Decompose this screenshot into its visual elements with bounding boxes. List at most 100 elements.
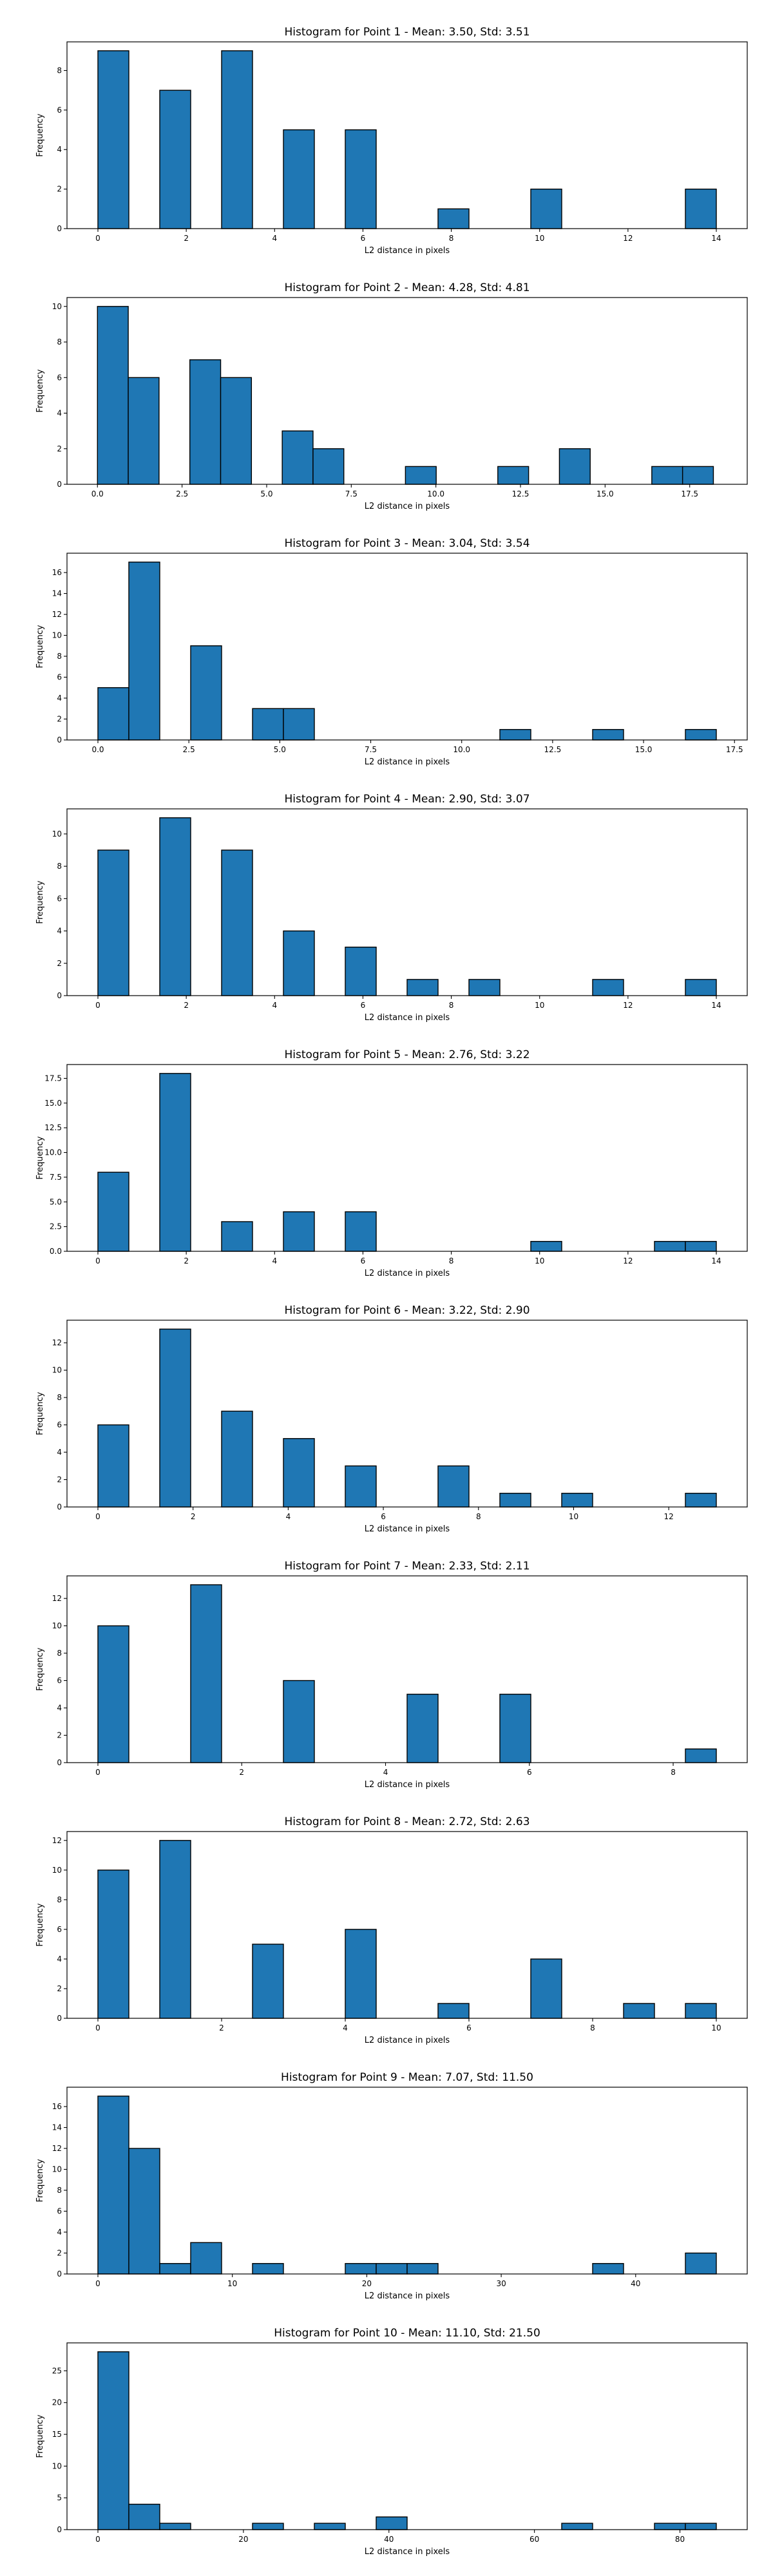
x-tick-label: 2 <box>184 1001 189 1010</box>
x-tick-label: 15.0 <box>635 745 653 754</box>
y-tick-label: 10 <box>52 1366 62 1375</box>
y-axis-label: Frequency <box>35 625 45 668</box>
y-tick-label: 2 <box>57 185 62 194</box>
y-tick-label: 10.0 <box>44 1148 62 1157</box>
histogram-bar <box>499 1493 531 1508</box>
y-tick-label: 7.5 <box>50 1173 62 1182</box>
histogram-bar <box>283 930 315 996</box>
x-tick-label: 12 <box>623 1256 633 1265</box>
chart-title: Histogram for Point 1 - Mean: 3.50, Std:… <box>284 26 530 39</box>
x-tick-label: 40 <box>384 2535 394 2544</box>
x-tick-label: 6 <box>361 1001 366 1010</box>
x-tick-label: 6 <box>527 1768 532 1777</box>
y-tick-label: 20 <box>52 2398 62 2407</box>
x-tick-label: 2 <box>191 1512 196 1521</box>
x-axis-label: L2 distance in pixels <box>365 2547 450 2557</box>
x-tick-label: 6 <box>381 1512 386 1521</box>
histogram-bar <box>252 1944 284 2019</box>
y-axis-label: Frequency <box>35 1136 45 1179</box>
histogram-panel-10: Histogram for Point 10 - Mean: 11.10, St… <box>35 2327 748 2557</box>
y-tick-label: 2 <box>57 2249 62 2258</box>
x-axis-label: L2 distance in pixels <box>365 1524 450 1534</box>
histogram-bar <box>376 2516 408 2530</box>
histogram-bar <box>252 2523 284 2530</box>
x-tick-label: 10.0 <box>453 745 470 754</box>
histogram-bar <box>685 1240 717 1252</box>
chart-title: Histogram for Point 10 - Mean: 11.10, St… <box>274 2327 540 2340</box>
y-tick-label: 5 <box>57 2494 62 2503</box>
x-tick-label: 0 <box>95 2535 100 2544</box>
histogram-bar <box>283 1438 315 1508</box>
histogram-panel-7: Histogram for Point 7 - Mean: 2.33, Std:… <box>35 1560 748 1790</box>
histogram-bar <box>530 188 562 229</box>
x-tick-label: 2.5 <box>183 745 195 754</box>
y-tick-label: 17.5 <box>44 1074 62 1083</box>
histogram-bar <box>406 1694 439 1763</box>
x-axis-label: L2 distance in pixels <box>365 1269 450 1278</box>
histogram-bar <box>128 562 160 741</box>
chart-title: Histogram for Point 6 - Mean: 3.22, Std:… <box>284 1304 530 1317</box>
x-axis-label: L2 distance in pixels <box>365 757 450 767</box>
x-tick-label: 12 <box>623 234 633 243</box>
histogram-bar <box>283 1211 315 1252</box>
histogram-panel-4: Histogram for Point 4 - Mean: 2.90, Std:… <box>35 793 748 1023</box>
axes-frame <box>66 1575 748 1763</box>
y-tick-label: 0.0 <box>50 1247 62 1256</box>
x-axis-label: L2 distance in pixels <box>365 1013 450 1023</box>
x-tick-label: 4 <box>343 2023 348 2032</box>
x-tick-label: 2 <box>219 2023 224 2032</box>
x-tick-label: 0.0 <box>91 745 104 754</box>
histogram-bar <box>685 1748 717 1763</box>
histogram-bar <box>97 1625 129 1763</box>
x-axis-label: L2 distance in pixels <box>365 2036 450 2045</box>
y-tick-label: 6 <box>57 1421 62 1430</box>
y-tick-label: 2 <box>57 1475 62 1484</box>
histogram-bar <box>561 1493 593 1508</box>
histogram-bar <box>406 2263 439 2275</box>
axes-frame <box>66 2342 748 2530</box>
y-tick-label: 2 <box>57 1731 62 1740</box>
histogram-panel-1: Histogram for Point 1 - Mean: 3.50, Std:… <box>35 26 748 256</box>
x-tick-label: 10 <box>535 234 544 243</box>
y-tick-label: 4 <box>57 1448 62 1457</box>
histogram-bar <box>159 2263 191 2275</box>
y-tick-label: 10 <box>52 1622 62 1631</box>
histogram-bar <box>592 2263 624 2275</box>
y-tick-label: 10 <box>52 2461 62 2470</box>
y-axis-label: Frequency <box>35 2159 45 2202</box>
histogram-bar <box>651 466 683 485</box>
y-tick-label: 12 <box>52 1836 62 1845</box>
histogram-bar <box>345 1929 377 2019</box>
x-tick-label: 0 <box>95 1768 100 1777</box>
y-tick-label: 4 <box>57 1955 62 1964</box>
axes-frame <box>66 1831 748 2019</box>
histogram-bar <box>97 1171 129 1252</box>
y-tick-label: 8 <box>57 1649 62 1658</box>
x-tick-label: 6 <box>361 234 366 243</box>
y-tick-label: 0 <box>57 224 62 233</box>
histogram-bar <box>221 50 253 229</box>
x-tick-label: 5.0 <box>274 745 286 754</box>
histogram-bar <box>221 849 253 996</box>
histogram-bar <box>283 708 315 741</box>
x-tick-label: 30 <box>496 2279 506 2288</box>
histogram-bar <box>499 1694 531 1763</box>
y-axis-label: Frequency <box>35 1903 45 1946</box>
histogram-bar <box>499 729 531 741</box>
histogram-bar <box>685 979 717 996</box>
histogram-bar <box>252 2263 284 2275</box>
histogram-bar <box>221 1410 253 1508</box>
y-tick-label: 25 <box>52 2366 62 2375</box>
x-tick-label: 10.0 <box>427 489 444 498</box>
histogram-bar <box>592 979 624 996</box>
y-tick-label: 12 <box>52 1338 62 1347</box>
y-tick-label: 15 <box>52 2430 62 2439</box>
chart-title: Histogram for Point 8 - Mean: 2.72, Std:… <box>284 1815 530 1828</box>
histogram-bar <box>685 188 717 229</box>
histogram-bar <box>97 2351 129 2530</box>
y-tick-label: 0 <box>57 2269 62 2278</box>
y-tick-label: 15.0 <box>44 1099 62 1108</box>
histogram-bar <box>283 129 315 229</box>
histogram-bar <box>190 645 222 741</box>
x-tick-label: 0 <box>95 1512 100 1521</box>
